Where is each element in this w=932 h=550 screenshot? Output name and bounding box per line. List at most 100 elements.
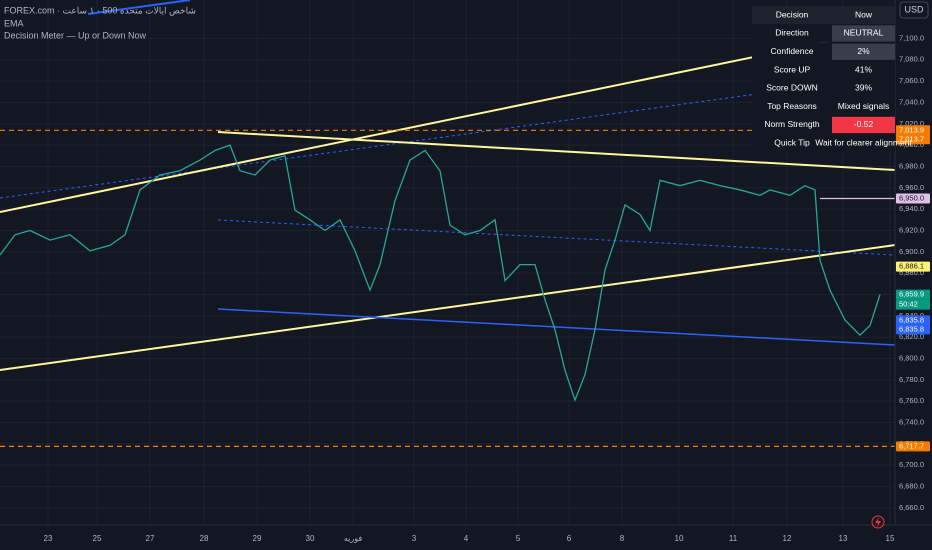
symbol: FOREX.com · شاخص ایالات متحده 500 · ۱ سا…	[4, 5, 196, 16]
y-tick-label: 6,900.0	[899, 247, 924, 256]
table-row	[752, 79, 895, 98]
y-tick-label: 7,040.0	[899, 97, 924, 106]
x-tick-label: 8	[620, 534, 625, 543]
x-tick-label: 4	[464, 534, 469, 543]
y-tick-label: 7,060.0	[899, 76, 924, 85]
y-tick-label: 6,680.0	[899, 482, 924, 491]
x-tick-label: 27	[146, 534, 155, 543]
x-tick-label: 5	[516, 534, 521, 543]
price-marker	[896, 324, 930, 335]
y-tick-label: 7,000.0	[899, 140, 924, 149]
alert-icon	[875, 517, 881, 527]
price-marker	[896, 289, 930, 300]
trend-line	[0, 244, 896, 371]
price-marker	[896, 315, 930, 326]
table-value: Wait for clearer alignment	[815, 138, 912, 148]
x-tick-label: 15	[886, 534, 895, 543]
table-label: Score UP	[774, 64, 811, 74]
table-label: Quick Tip	[774, 138, 810, 148]
y-tick-label: 7,080.0	[899, 55, 924, 64]
channel-line	[0, 74, 896, 199]
table-label: Confidence	[770, 46, 813, 56]
x-tick-label: 12	[783, 534, 792, 543]
indicator: Decision Meter — Up or Down Now	[4, 30, 147, 40]
currency-box[interactable]	[899, 1, 929, 19]
price-marker-label: 6,950.0	[899, 193, 924, 202]
alert-icon[interactable]	[871, 515, 885, 529]
table-value: 39%	[855, 83, 872, 93]
countdown: 50:42	[899, 300, 918, 309]
y-tick-label: 7,020.0	[899, 119, 924, 128]
x-tick-label: 10	[675, 534, 684, 543]
y-tick-label: 6,800.0	[899, 354, 924, 363]
x-tick-label: 11	[729, 534, 738, 543]
plot	[0, 129, 895, 447]
trend-line	[0, 27, 896, 213]
y-tick-label: 6,920.0	[899, 225, 924, 234]
table-value: 41%	[855, 64, 872, 74]
price-marker-label: 6,859.9	[899, 290, 924, 299]
price-marker-label: 6,886.1	[899, 262, 924, 271]
countdown-bg	[896, 299, 930, 310]
x-tick-label: فوریه	[344, 534, 363, 543]
trend-line	[217, 308, 896, 346]
y-tick-label: 6,820.0	[899, 332, 924, 341]
indicator: EMA	[4, 18, 24, 28]
price-axis	[895, 0, 932, 550]
table-value: -0.52	[854, 119, 874, 129]
trend-line	[217, 131, 896, 171]
table-value: 2%	[857, 46, 870, 56]
table-row	[752, 6, 895, 25]
table-value: Mixed signals	[838, 101, 890, 111]
channel-line	[217, 219, 896, 256]
price-marker	[896, 261, 930, 272]
table-cell	[832, 43, 895, 60]
price-marker-label: 7,013.9	[899, 125, 924, 134]
price-marker	[896, 441, 930, 452]
table-label: Top Reasons	[767, 101, 817, 111]
table-value: NEUTRAL	[844, 28, 884, 38]
x-tick-label: 6	[567, 534, 572, 543]
price-marker-label: 6,835.8	[899, 324, 924, 333]
x-tick-label: 28	[200, 534, 209, 543]
y-tick-label: 6,780.0	[899, 375, 924, 384]
table-label: Norm Strength	[764, 119, 820, 129]
price-marker-label: 6,717.7	[899, 441, 924, 450]
price-marker	[896, 125, 930, 136]
y-tick-label: 6,880.0	[899, 268, 924, 277]
axes: 6,660.06,680.06,700.06,720.06,740.06,760…	[44, 33, 930, 543]
x-tick-label: 29	[253, 534, 262, 543]
price-marker-label: 7,013.7	[899, 134, 924, 143]
y-tick-label: 6,980.0	[899, 161, 924, 170]
x-tick-label: 30	[306, 534, 315, 543]
grid	[0, 0, 895, 525]
x-tick-label: 23	[44, 534, 53, 543]
y-tick-label: 6,960.0	[899, 183, 924, 192]
price-line	[0, 144, 881, 403]
y-tick-label: 6,760.0	[899, 396, 924, 405]
y-tick-label: 6,660.0	[899, 503, 924, 512]
table-row	[752, 134, 895, 153]
table-label: Decision	[776, 9, 809, 19]
table-row	[752, 97, 895, 116]
y-tick-label: 6,700.0	[899, 460, 924, 469]
price-marker	[896, 193, 930, 204]
y-tick-label: 6,940.0	[899, 204, 924, 213]
currency[interactable]: USD	[904, 4, 924, 14]
y-tick-label: 6,740.0	[899, 418, 924, 427]
x-tick-label: 25	[93, 534, 102, 543]
y-tick-label: 7,100.0	[899, 33, 924, 42]
table-cell	[832, 25, 895, 42]
x-tick-label: 3	[412, 534, 417, 543]
trend-line	[87, 0, 191, 15]
price-marker-label: 6,835.8	[899, 315, 924, 324]
drawings	[0, 0, 896, 371]
table-cell	[832, 116, 895, 134]
price-marker	[896, 134, 930, 145]
table-row	[752, 60, 895, 80]
table-label: Direction	[775, 28, 809, 38]
decision-table: Decision Now Direction NEUTRAL Confidence 2% S…	[752, 6, 912, 153]
x-tick-label: 13	[839, 534, 848, 543]
table-label: Score DOWN	[766, 83, 817, 93]
